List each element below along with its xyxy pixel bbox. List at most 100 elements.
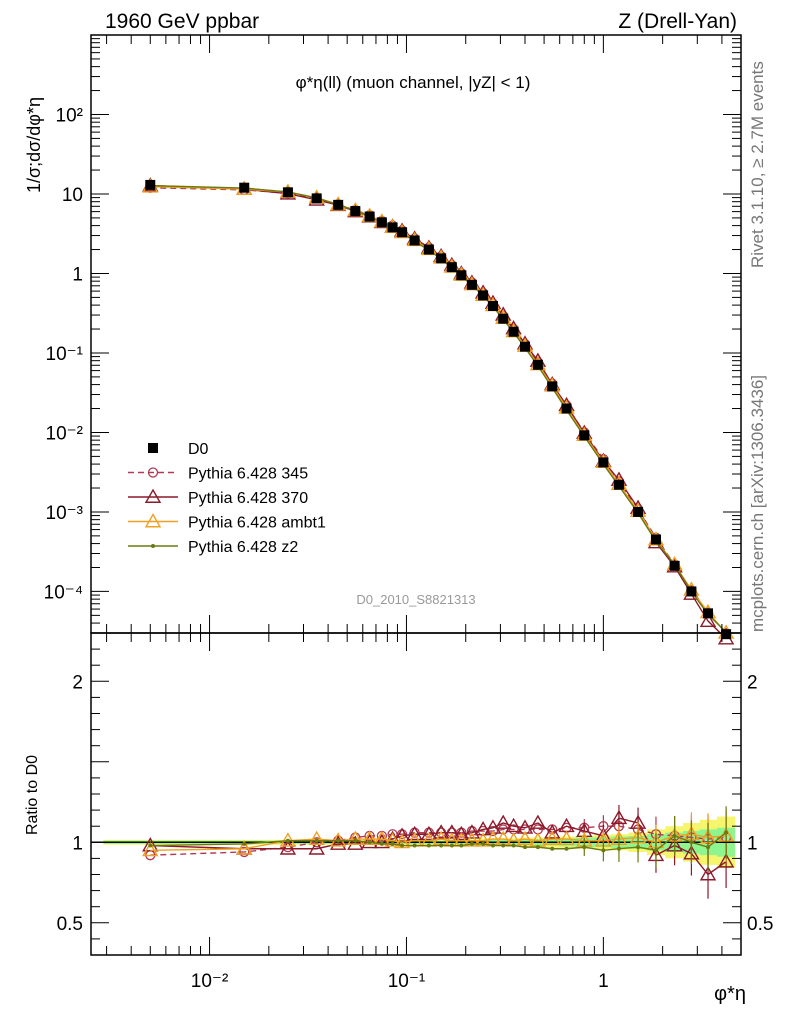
ratio-marker-3-14 bbox=[459, 843, 464, 848]
ratio-marker-2-1 bbox=[236, 840, 253, 855]
ratio-marker-3-31 bbox=[706, 845, 711, 850]
data-point-4 bbox=[333, 199, 344, 210]
data-point-6 bbox=[364, 211, 375, 222]
ratio-marker-3-5 bbox=[353, 838, 358, 843]
ratio-marker-2-0 bbox=[142, 841, 159, 857]
ratio-marker-3-25 bbox=[601, 848, 606, 853]
data-point-2 bbox=[282, 187, 293, 198]
data-point-22 bbox=[547, 381, 558, 392]
ratio-marker-2-23 bbox=[558, 830, 575, 846]
y-tick-label: 1 bbox=[72, 264, 83, 285]
ratio-marker-3-26 bbox=[616, 846, 621, 851]
x-tick-label: 1 bbox=[598, 971, 609, 992]
ratio-marker-1-32 bbox=[717, 853, 735, 868]
main-series-layer bbox=[142, 177, 735, 645]
ratio-marker-3-20 bbox=[523, 845, 528, 850]
legend-label-3: Pythia 6.428 ambt1 bbox=[188, 515, 326, 532]
ratio-marker-1-12 bbox=[432, 824, 450, 839]
ratio-marker-1-10 bbox=[406, 825, 423, 841]
data-point-18 bbox=[498, 313, 509, 324]
data-point-20 bbox=[520, 341, 531, 352]
ratio-marker-2-8 bbox=[384, 832, 401, 847]
data-point-15 bbox=[466, 279, 477, 290]
ratio-marker-0-1 bbox=[239, 846, 250, 858]
ratio-marker-2-20 bbox=[516, 830, 534, 846]
ratio-tick-label-right: 1 bbox=[747, 833, 758, 854]
data-point-0 bbox=[145, 179, 156, 190]
ratio-marker-1-9 bbox=[393, 827, 411, 842]
data-point-12 bbox=[436, 253, 447, 264]
ratio-marker-1-5 bbox=[347, 835, 364, 850]
ratio-marker-3-1 bbox=[242, 841, 247, 846]
ratio-marker-1-19 bbox=[505, 817, 522, 833]
data-point-27 bbox=[633, 506, 644, 517]
data-point-13 bbox=[446, 262, 457, 273]
ratio-marker-1-14 bbox=[453, 825, 470, 841]
ratio-marker-1-23 bbox=[558, 817, 575, 833]
axis-ticks: 10⁻² 10⁻¹ 1 10⁻⁴ 10⁻³ 10⁻² 10⁻¹ 1 10 10² 0.5 0.5 1 1 2… bbox=[44, 35, 773, 992]
ratio-marker-3-21 bbox=[535, 845, 540, 850]
ratio-marker-3-11 bbox=[426, 843, 431, 848]
plot-title: φ*η(ll) (muon channel, |yZ| < 1) bbox=[296, 73, 531, 92]
ratio-marker-2-6 bbox=[361, 830, 378, 846]
ratio-marker-3-32 bbox=[724, 830, 729, 835]
ratio-marker-3-0 bbox=[148, 843, 153, 848]
legend-marker-2 bbox=[144, 488, 162, 503]
y-tick-label: 10 bbox=[62, 185, 83, 206]
ratio-marker-1-3 bbox=[308, 840, 325, 855]
ratio-marker-1-7 bbox=[373, 833, 391, 849]
ratio-marker-2-9 bbox=[393, 833, 411, 849]
y-tick-label: 10⁻² bbox=[46, 423, 84, 444]
data-point-14 bbox=[456, 270, 467, 281]
data-point-7 bbox=[376, 217, 387, 228]
ratio-marker-1-11 bbox=[420, 825, 438, 841]
header-right: Z (Drell-Yan) bbox=[618, 10, 737, 33]
data-point-11 bbox=[423, 244, 434, 255]
data-point-31 bbox=[703, 608, 714, 619]
ratio-marker-3-18 bbox=[501, 843, 506, 848]
ratio-marker-3-22 bbox=[550, 846, 555, 851]
ratio-tick-label-left: 0.5 bbox=[57, 914, 83, 935]
x-axis-label: φ*η bbox=[714, 983, 746, 1005]
legend-label-4: Pythia 6.428 z2 bbox=[188, 539, 298, 556]
data-point-17 bbox=[487, 300, 498, 311]
ratio-marker-3-29 bbox=[672, 833, 677, 838]
data-point-30 bbox=[686, 586, 697, 597]
mcplots-source-text: mcplots.cern.ch [arXiv:1306.3436] bbox=[748, 374, 767, 632]
data-point-24 bbox=[579, 430, 590, 441]
data-point-26 bbox=[613, 479, 624, 490]
main-marker-1-31 bbox=[699, 612, 717, 628]
legend-label-0: D0 bbox=[188, 441, 209, 458]
data-point-9 bbox=[397, 227, 408, 238]
ratio-marker-3-13 bbox=[449, 843, 454, 848]
data-point-8 bbox=[387, 222, 398, 233]
ratio-marker-2-15 bbox=[463, 832, 481, 847]
ratio-marker-1-31 bbox=[699, 866, 717, 881]
ratio-marker-3-27 bbox=[636, 845, 641, 850]
ratio-marker-1-21 bbox=[529, 814, 547, 829]
ratio-frame bbox=[90, 632, 742, 956]
data-point-28 bbox=[650, 534, 661, 545]
legend-label-2: Pythia 6.428 370 bbox=[188, 490, 308, 507]
ratio-marker-1-4 bbox=[329, 835, 347, 850]
ratio-marker-1-22 bbox=[544, 824, 561, 839]
ratio-marker-3-23 bbox=[564, 846, 569, 851]
ratio-marker-3-7 bbox=[379, 841, 384, 846]
ratio-marker-3-2 bbox=[285, 838, 290, 843]
ratio-marker-3-6 bbox=[367, 840, 372, 845]
ratio-marker-2-3 bbox=[308, 830, 325, 846]
ratio-tick-label-right: 2 bbox=[747, 672, 758, 693]
ratio-marker-3-9 bbox=[400, 843, 405, 848]
data-point-19 bbox=[508, 326, 519, 337]
ratio-marker-2-16 bbox=[474, 832, 492, 847]
ratio-line-1 bbox=[150, 817, 727, 876]
ratio-tick-label-right: 0.5 bbox=[747, 914, 773, 935]
legend-marker-3 bbox=[144, 513, 162, 528]
ratio-marker-3-4 bbox=[336, 838, 341, 843]
ratio-axis-label: Ratio to D0 bbox=[24, 755, 41, 835]
y-tick-label: 10⁻³ bbox=[46, 503, 84, 524]
ratio-marker-3-12 bbox=[439, 843, 444, 848]
ratio-marker-3-19 bbox=[511, 843, 516, 848]
ratio-marker-1-18 bbox=[495, 814, 512, 829]
ratio-marker-3-10 bbox=[412, 843, 417, 848]
